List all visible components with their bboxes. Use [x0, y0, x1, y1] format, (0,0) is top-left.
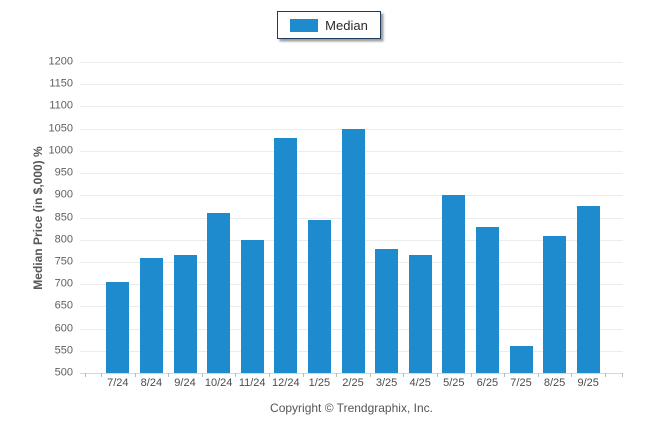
- x-axis-tick: [134, 373, 136, 377]
- y-axis-tick-label-500: 500: [54, 366, 73, 379]
- y-axis-tick-label-650: 650: [54, 299, 73, 312]
- legend-swatch-median: [290, 18, 319, 32]
- bar-3-25: [375, 248, 399, 373]
- y-axis-tick-label-800: 800: [54, 233, 73, 246]
- plot-area: [80, 62, 623, 377]
- x-axis-label-12-24: 12/24: [272, 377, 300, 389]
- x-axis-tick: [235, 373, 237, 377]
- x-axis-tick: [621, 373, 623, 377]
- x-axis-label-1-25: 1/25: [308, 377, 331, 389]
- x-axis-tick: [269, 373, 270, 377]
- y-axis-tick-label-600: 600: [54, 322, 73, 335]
- x-axis-tick: [537, 373, 539, 377]
- x-axis-tick: [101, 373, 102, 377]
- gridline-1100: [80, 106, 623, 108]
- x-axis-tick: [437, 373, 438, 377]
- x-axis-labels: 7/24 8/24 9/24 10/24 11/24 12/24 1/25 2/25 3/25 4…: [80, 378, 623, 392]
- bar-9-25: [576, 206, 600, 373]
- x-axis-label-3-25: 3/25: [375, 377, 398, 389]
- y-axis-tick-label-1150: 1150: [49, 77, 73, 90]
- x-axis-label-6-25: 6/25: [476, 377, 499, 389]
- x-axis-tick: [605, 373, 606, 377]
- gridline-1200: [80, 62, 623, 63]
- x-axis-label-8-25: 8/25: [543, 377, 566, 389]
- gridline-1150: [80, 84, 623, 86]
- x-axis-tick: [571, 373, 573, 377]
- x-axis-tick: [336, 373, 338, 377]
- y-axis-tick-label-1100: 1100: [49, 99, 73, 112]
- y-axis-tick-label-1050: 1050: [48, 122, 73, 135]
- bar-9-24: [173, 255, 197, 373]
- bar-8-25: [543, 236, 567, 373]
- bar-7-25: [509, 346, 533, 373]
- y-axis-tick-label-700: 700: [54, 277, 73, 290]
- bar-6-25: [475, 227, 499, 373]
- bar-4-25: [408, 255, 432, 373]
- bar-1-25: [307, 219, 331, 373]
- x-axis-label-2-25: 2/25: [342, 377, 364, 389]
- x-axis-label-11-24: 11/24: [238, 377, 266, 389]
- y-axis-tick-labels: 1200 1150 1100 1050 1000 950 900 850 800 750 700 65…: [0, 56, 73, 378]
- x-axis-tick: [369, 373, 371, 377]
- y-axis-tick-label-1200: 1200: [48, 55, 73, 68]
- y-axis-tick-label-550: 550: [54, 344, 73, 357]
- x-axis-label-7-24: 7/24: [107, 377, 129, 389]
- x-axis-label-7-25: 7/25: [510, 377, 532, 389]
- x-axis-tick: [470, 373, 472, 377]
- x-axis-label-9-24: 9/24: [174, 377, 196, 389]
- y-axis-tick-label-1000: 1000: [48, 144, 73, 157]
- x-axis-tick: [84, 373, 86, 377]
- x-axis-label-10-24: 10/24: [204, 377, 233, 389]
- y-axis-tick-label-750: 750: [54, 255, 73, 268]
- y-axis-tick-label-900: 900: [54, 188, 73, 201]
- x-axis-tick: [504, 373, 506, 377]
- y-axis-tick-label-950: 950: [54, 166, 73, 179]
- x-axis-tick: [168, 373, 170, 377]
- legend-label-median: Median: [325, 17, 368, 33]
- x-axis-tick: [403, 373, 405, 377]
- x-axis-label-8-24: 8/24: [140, 377, 163, 389]
- bar-11-24: [240, 239, 264, 373]
- y-axis-tick-label-850: 850: [54, 211, 73, 223]
- bar-10-24: [207, 213, 231, 373]
- x-axis-label-5-25: 5/25: [443, 377, 465, 389]
- bar-2-25: [341, 128, 365, 373]
- chart-legend: Median: [277, 11, 381, 39]
- x-axis-tick: [201, 373, 203, 377]
- x-axis-tick: [302, 373, 304, 377]
- bar-7-24: [106, 281, 130, 373]
- copyright-text: Copyright © Trendgraphix, Inc.: [270, 401, 433, 415]
- x-axis-label-4-25: 4/25: [409, 377, 431, 389]
- x-axis-label-9-25: 9/25: [577, 377, 599, 389]
- bar-5-25: [442, 195, 466, 373]
- bar-12-24: [274, 137, 298, 373]
- bar-8-24: [139, 257, 163, 373]
